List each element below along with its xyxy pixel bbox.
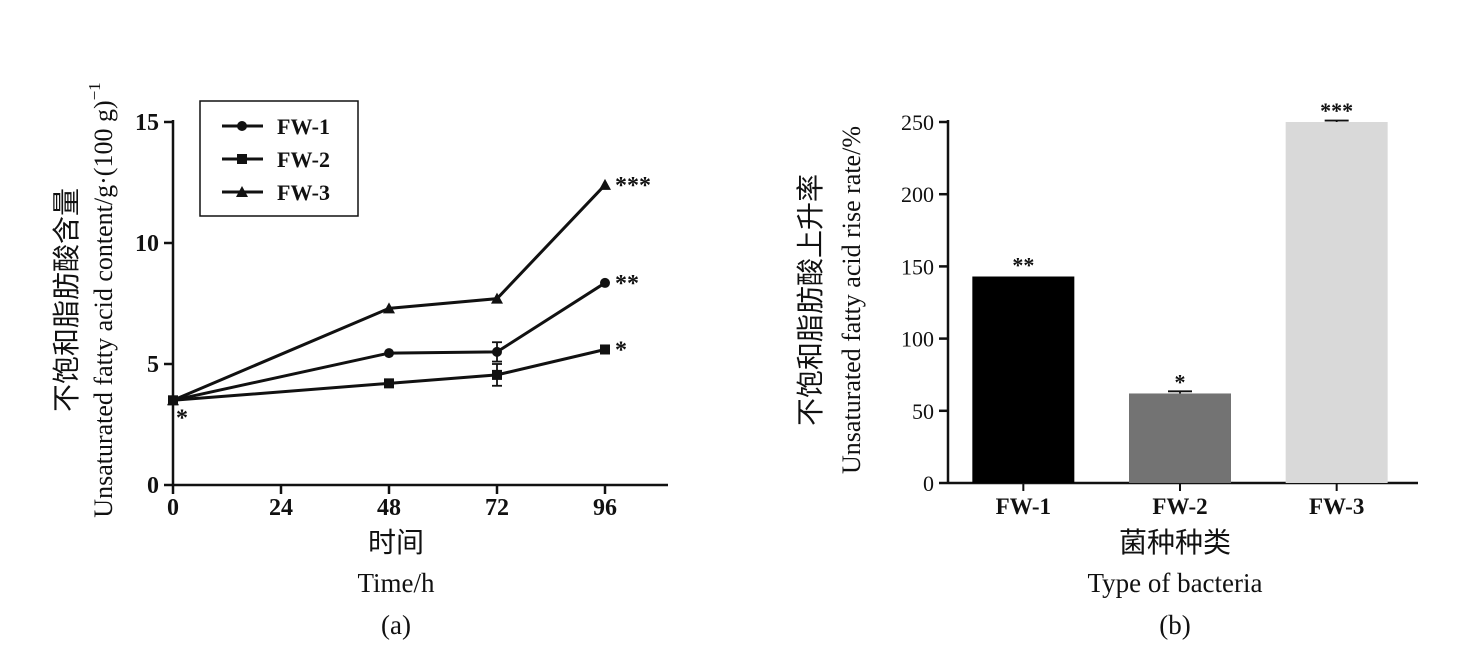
- legend-label: FW-2: [277, 147, 330, 172]
- y-tick-label: 0: [147, 473, 159, 499]
- data-point-fw-3: [599, 178, 611, 190]
- series-line-fw-1: [172, 281, 606, 402]
- y-axis-label-english: Unsaturated fatty acid content/g·(100 g)…: [85, 82, 118, 517]
- x-tick-label: 48: [377, 495, 401, 521]
- y-tick-label: 5: [147, 352, 159, 378]
- y-axis-label-english-text: Unsaturated fatty acid content/g·(100 g): [89, 100, 118, 517]
- data-point-fw-2: [492, 369, 502, 380]
- data-point-fw-1: [492, 346, 502, 357]
- y-tick-label: 15: [135, 110, 159, 136]
- y-axis-label-english: Unsaturated fatty acid rise rate/%: [837, 126, 866, 474]
- y-axis-label-chinese: 不饱和脂肪酸上升率: [795, 174, 827, 426]
- significance-label-fw-3: ***: [1320, 98, 1353, 123]
- legend: FW-1 FW-2 FW-3: [199, 100, 359, 217]
- plot-area: 0 50 100 150 200 250 ** FW-1 * FW-2 *** FW-3: [901, 98, 1418, 519]
- x-tick-label: FW-2: [1152, 494, 1207, 519]
- y-tick-label: 100: [901, 327, 934, 352]
- data-point-fw-3: [491, 292, 503, 304]
- x-axis-label-english: Time/h: [357, 568, 435, 598]
- bar-chart-panel: 不饱和脂肪酸上升率 Unsaturated fatty acid rise ra…: [795, 98, 1418, 640]
- y-tick-label: 0: [923, 471, 934, 496]
- x-tick-label: 96: [593, 495, 617, 521]
- y-axis-label-superscript: −1: [85, 82, 104, 100]
- bar-fw-3: [1285, 122, 1388, 483]
- y-tick-label: 50: [912, 399, 934, 424]
- panel-label: (b): [1159, 610, 1190, 640]
- x-tick-label: FW-1: [996, 494, 1051, 519]
- data-point-fw-1: [384, 348, 394, 359]
- legend-marker: [237, 121, 247, 131]
- y-tick-label: 10: [135, 231, 159, 257]
- y-tick-label: 200: [901, 182, 934, 207]
- significance-label-start: *: [176, 405, 188, 431]
- legend-label: FW-1: [277, 114, 330, 139]
- significance-label-fw-1: **: [615, 271, 639, 297]
- line-chart-panel: 不饱和脂肪酸含量 Unsaturated fatty acid content/…: [51, 82, 668, 640]
- bar-fw-1: [972, 276, 1075, 483]
- series-line-fw-2: [172, 348, 606, 402]
- significance-label-fw-1: **: [1012, 253, 1034, 278]
- legend-label: FW-3: [277, 180, 330, 205]
- x-tick-label: 72: [485, 495, 509, 521]
- significance-label-fw-3: ***: [615, 173, 651, 199]
- x-axis-label-chinese: 时间: [368, 527, 424, 559]
- x-axis-label-chinese: 菌种种类: [1119, 527, 1231, 559]
- y-axis-label-chinese: 不饱和脂肪酸含量: [51, 188, 83, 412]
- bar-fw-2: [1129, 393, 1231, 483]
- x-tick-label: 0: [167, 495, 179, 521]
- series-line-fw-3: [172, 183, 607, 402]
- data-point-fw-3: [383, 302, 395, 314]
- y-tick-label: 250: [901, 110, 934, 135]
- significance-label-fw-2: *: [615, 337, 627, 363]
- svg-text:Unsaturated fatty acid content: Unsaturated fatty acid content/g·(100 g)…: [85, 82, 118, 517]
- legend-marker: [237, 154, 247, 164]
- data-point-fw-2: [384, 378, 394, 389]
- x-axis-label-english: Type of bacteria: [1087, 568, 1262, 598]
- significance-label-fw-2: *: [1175, 369, 1186, 394]
- y-tick-label: 150: [901, 254, 934, 279]
- x-tick-label: FW-3: [1309, 494, 1364, 519]
- data-point-fw-2: [600, 344, 610, 355]
- legend-marker: [236, 186, 248, 197]
- panel-label: (a): [381, 610, 411, 640]
- x-tick-label: 24: [269, 495, 293, 521]
- data-point-fw-3: [167, 394, 179, 406]
- data-point-fw-1: [600, 277, 610, 288]
